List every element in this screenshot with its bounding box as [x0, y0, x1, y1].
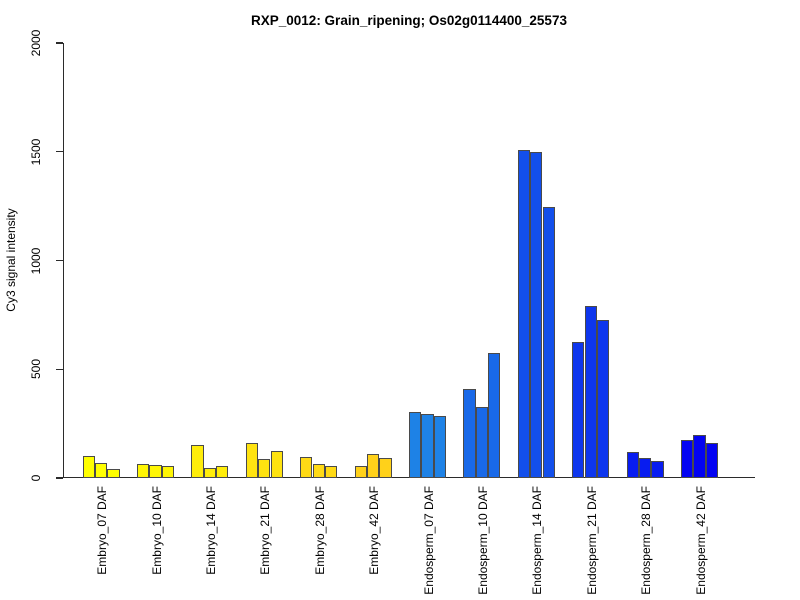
y-tick-mark — [56, 151, 63, 153]
y-tick-mark — [56, 259, 63, 262]
x-axis-label: Endosperm_42 DAF — [693, 486, 708, 595]
y-tick-label: 0 — [29, 474, 43, 482]
bar-Embryo_07-DAF-rep1 — [82, 456, 95, 478]
bar-Endosperm_42-DAF-rep1 — [680, 439, 694, 478]
bar-Embryo_28-DAF-rep1 — [300, 456, 313, 478]
bar-Endosperm_21-DAF-rep1 — [572, 341, 585, 478]
bar-Endosperm_07-DAF-rep1 — [408, 411, 422, 478]
y-axis-line — [63, 43, 65, 478]
bar-Embryo_21-DAF-rep3 — [270, 451, 283, 478]
y-tick-label: 1500 — [29, 138, 43, 166]
x-axis-label: Embryo_07 DAF — [95, 486, 110, 575]
bar-Endosperm_21-DAF-rep2 — [584, 306, 597, 478]
bar-Embryo_14-DAF-rep2 — [203, 467, 217, 478]
bar-Embryo_10-DAF-rep3 — [161, 465, 175, 478]
bar-Embryo_28-DAF-rep3 — [324, 466, 338, 478]
x-axis-label: Embryo_21 DAF — [258, 486, 273, 575]
bar-Endosperm_42-DAF-rep3 — [705, 442, 719, 478]
bar-Embryo_10-DAF-rep1 — [136, 463, 150, 478]
x-axis-label: Embryo_14 DAF — [203, 486, 218, 575]
bar-Endosperm_10-DAF-rep2 — [475, 407, 489, 478]
bar-Embryo_07-DAF-rep3 — [107, 469, 120, 478]
bar-Embryo_14-DAF-rep1 — [191, 445, 204, 478]
bar-Endosperm_07-DAF-rep3 — [433, 415, 447, 478]
chart-title: RXP_0012: Grain_ripening; Os02g0114400_2… — [251, 13, 567, 28]
y-tick-mark — [56, 368, 63, 370]
x-axis-label: Endosperm_14 DAF — [530, 486, 545, 595]
y-tick-label: 500 — [29, 359, 43, 380]
bar-Endosperm_10-DAF-rep1 — [463, 389, 476, 478]
bar-Embryo_14-DAF-rep3 — [216, 465, 229, 478]
bar-Embryo_42-DAF-rep1 — [354, 466, 367, 478]
y-axis-title: Cy3 signal intensity — [4, 208, 18, 312]
y-tick-mark — [56, 477, 63, 479]
bar-Embryo_21-DAF-rep1 — [245, 442, 259, 478]
x-axis-label: Endosperm_07 DAF — [421, 486, 436, 595]
x-axis-label: Embryo_28 DAF — [312, 486, 327, 575]
bar-Endosperm_21-DAF-rep3 — [596, 319, 610, 478]
bar-Embryo_28-DAF-rep2 — [312, 463, 325, 478]
bar-Endosperm_42-DAF-rep2 — [693, 434, 706, 478]
bar-Embryo_07-DAF-rep2 — [94, 462, 108, 478]
x-axis-label: Embryo_10 DAF — [149, 486, 164, 575]
bar-Endosperm_28-DAF-rep1 — [626, 451, 639, 478]
x-axis-label: Endosperm_10 DAF — [475, 486, 490, 595]
bar-Endosperm_10-DAF-rep3 — [488, 352, 501, 478]
x-axis-label: Endosperm_28 DAF — [639, 486, 654, 595]
bar-Endosperm_14-DAF-rep1 — [517, 149, 531, 478]
bar-Endosperm_14-DAF-rep2 — [530, 152, 543, 478]
y-tick-label: 1000 — [29, 247, 43, 274]
bar-Embryo_10-DAF-rep2 — [149, 464, 162, 478]
bar-Embryo_21-DAF-rep2 — [258, 458, 271, 478]
bar-Endosperm_28-DAF-rep3 — [651, 460, 664, 478]
bar-Endosperm_14-DAF-rep3 — [542, 207, 555, 478]
bar-Embryo_42-DAF-rep2 — [366, 454, 380, 478]
bar-Endosperm_07-DAF-rep2 — [421, 413, 434, 478]
x-axis-label: Endosperm_21 DAF — [584, 486, 599, 595]
x-axis-label: Embryo_42 DAF — [367, 486, 382, 575]
y-tick-label: 2000 — [29, 29, 43, 57]
y-tick-mark — [56, 42, 63, 44]
bar-Embryo_42-DAF-rep3 — [379, 457, 392, 478]
bar-Endosperm_28-DAF-rep2 — [638, 458, 652, 478]
